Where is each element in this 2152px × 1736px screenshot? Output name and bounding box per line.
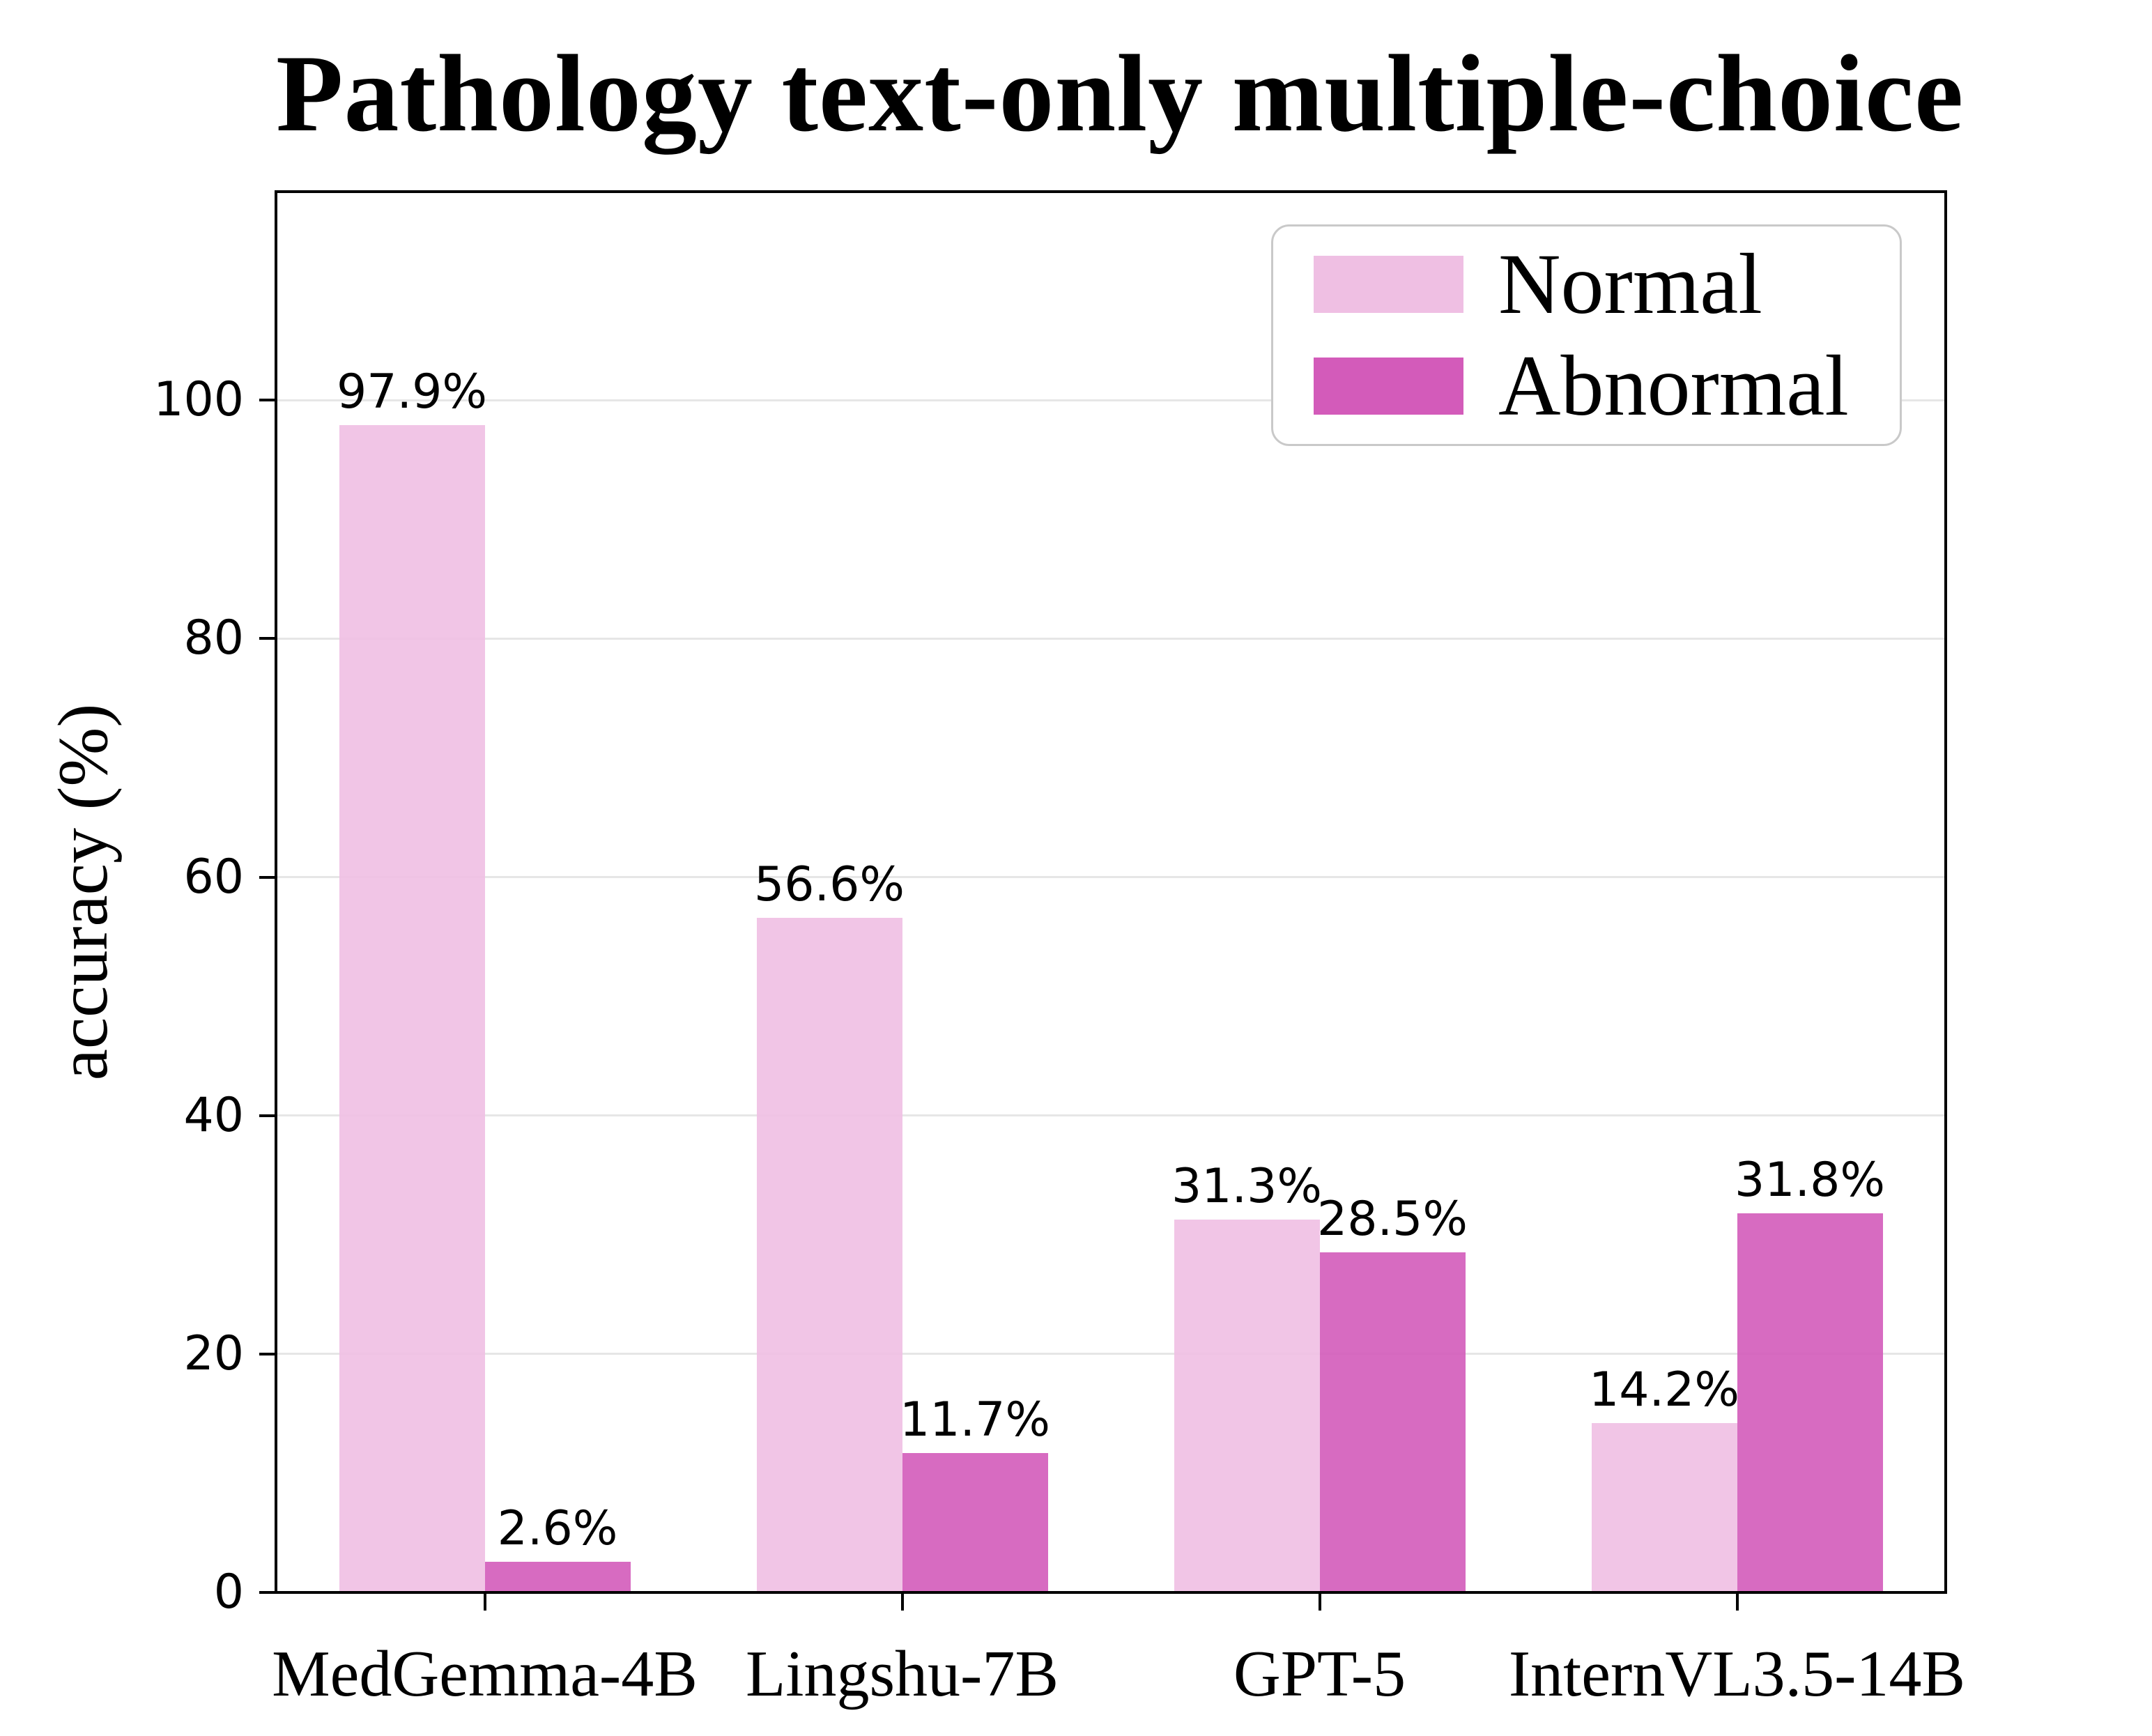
bar-normal-2 — [1174, 1219, 1320, 1592]
bar-value-label: 14.2% — [1588, 1362, 1740, 1418]
gridline — [276, 876, 1946, 879]
legend-swatch-abnormal — [1314, 357, 1463, 415]
category-label-2: GPT-5 — [1233, 1638, 1406, 1710]
gridline — [276, 637, 1946, 640]
y-tick-label: 0 — [213, 1565, 244, 1620]
y-tick-mark — [259, 637, 275, 640]
bar-normal-3 — [1591, 1423, 1737, 1592]
y-tick-mark — [259, 1114, 275, 1117]
y-tick-mark — [259, 1591, 275, 1594]
legend-swatch-normal — [1314, 256, 1463, 314]
gridline — [276, 1114, 1946, 1117]
gridline — [276, 399, 1946, 401]
legend-entry-abnormal: Abnormal — [1314, 337, 1900, 433]
y-tick-mark — [259, 1352, 275, 1355]
bar-value-label: 31.8% — [1734, 1153, 1886, 1208]
y-tick-mark — [259, 875, 275, 879]
bar-abnormal-2 — [1319, 1252, 1466, 1592]
x-tick-mark — [1318, 1594, 1321, 1611]
bar-abnormal-1 — [902, 1452, 1048, 1592]
bar-value-label: 56.6% — [753, 857, 905, 912]
bar-abnormal-0 — [484, 1561, 631, 1592]
y-tick-label: 80 — [183, 610, 244, 666]
bar-value-label: 97.9% — [336, 364, 488, 420]
x-tick-mark — [1735, 1594, 1739, 1611]
category-label-3: InternVL3.5-14B — [1508, 1638, 1966, 1710]
bar-normal-0 — [339, 425, 485, 1592]
legend-entry-normal: Normal — [1314, 241, 1900, 328]
legend-label-abnormal: Abnormal — [1498, 337, 1849, 433]
category-label-1: Lingshu-7B — [745, 1638, 1059, 1710]
gridline — [276, 1353, 1946, 1355]
y-tick-label: 40 — [183, 1087, 244, 1143]
x-tick-mark — [483, 1594, 486, 1611]
chart-title: Pathology text-only multiple-choice — [276, 33, 1965, 155]
y-tick-label: 100 — [153, 372, 244, 428]
y-tick-label: 60 — [183, 849, 244, 905]
axes-frame — [275, 190, 1947, 1594]
x-tick-mark — [900, 1594, 904, 1611]
bar-abnormal-3 — [1737, 1213, 1883, 1592]
bar-value-label: 2.6% — [497, 1500, 618, 1556]
category-label-0: MedGemma-4B — [272, 1638, 698, 1710]
bar-value-label: 31.3% — [1171, 1158, 1323, 1214]
legend: Normal Abnormal — [1271, 224, 1902, 446]
legend-label-normal: Normal — [1498, 236, 1762, 332]
bar-value-label: 28.5% — [1316, 1192, 1468, 1247]
y-tick-label: 20 — [183, 1326, 244, 1381]
bar-normal-1 — [756, 917, 902, 1592]
bar-value-label: 11.7% — [899, 1392, 1051, 1447]
y-tick-mark — [259, 399, 275, 402]
